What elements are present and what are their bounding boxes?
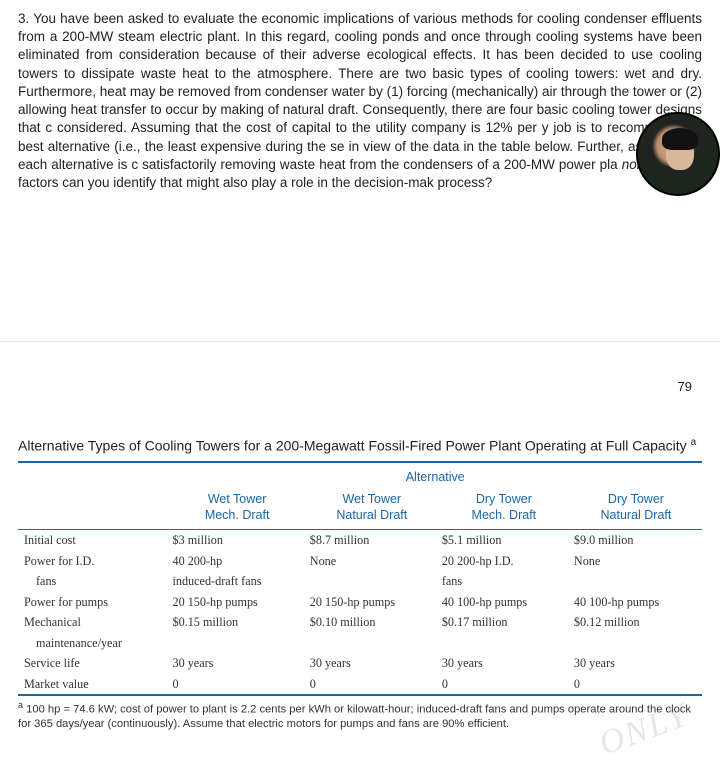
- row-label-sub: fans: [18, 571, 168, 591]
- cell: 20 150-hp pumps: [168, 592, 305, 612]
- question-body-1: You have been asked to evaluate the econ…: [18, 11, 702, 172]
- table-row: Market value 0 0 0 0: [18, 674, 702, 694]
- col-header-3: Dry Tower Mech. Draft: [438, 490, 570, 530]
- col-header-1-l2: Mech. Draft: [205, 508, 270, 522]
- data-table: Alternative Wet Tower Mech. Draft Wet Tow…: [18, 463, 702, 694]
- cell: 20 150-hp pumps: [306, 592, 438, 612]
- footnote-text: 100 hp = 74.6 kW; cost of power to plant…: [18, 704, 691, 731]
- question-block: 3. You have been asked to evaluate the e…: [0, 0, 720, 192]
- cell: [438, 633, 570, 653]
- table-row: Service life 30 years 30 years 30 years …: [18, 653, 702, 673]
- avatar: [636, 112, 720, 196]
- table-title-sup: a: [691, 437, 697, 448]
- table-footnote: a 100 hp = 74.6 kW; cost of power to pla…: [18, 700, 702, 732]
- cell: $5.1 million: [438, 530, 570, 551]
- cell: [570, 633, 702, 653]
- cell: None: [570, 551, 702, 571]
- table-row: Mechanical $0.15 million $0.10 million $…: [18, 612, 702, 632]
- cell: None: [306, 551, 438, 571]
- question-number: 3.: [18, 11, 29, 26]
- cell: fans: [438, 571, 570, 591]
- question-text: 3. You have been asked to evaluate the e…: [18, 10, 702, 192]
- row-label: Power for I.D.: [18, 551, 168, 571]
- table-row: fans induced-draft fans fans: [18, 571, 702, 591]
- table-title-text: Alternative Types of Cooling Towers for …: [18, 437, 691, 453]
- cell: 30 years: [438, 653, 570, 673]
- cell: 30 years: [306, 653, 438, 673]
- col-header-1-l1: Wet Tower: [208, 492, 267, 506]
- col-header-2-l1: Wet Tower: [343, 492, 402, 506]
- table-header-row: Wet Tower Mech. Draft Wet Tower Natural Dr…: [18, 490, 702, 530]
- row-label: Service life: [18, 653, 168, 673]
- cell: $0.15 million: [168, 612, 305, 632]
- row-label: Market value: [18, 674, 168, 694]
- row-label: Power for pumps: [18, 592, 168, 612]
- section-divider: [0, 192, 720, 342]
- col-header-3-l2: Mech. Draft: [472, 508, 537, 522]
- table-row: maintenance/year: [18, 633, 702, 653]
- col-header-3-l1: Dry Tower: [476, 492, 532, 506]
- table-title: Alternative Types of Cooling Towers for …: [0, 396, 720, 460]
- cell: 40 200-hp: [168, 551, 305, 571]
- cell: 30 years: [168, 653, 305, 673]
- cell: 40 100-hp pumps: [570, 592, 702, 612]
- cell: 40 100-hp pumps: [438, 592, 570, 612]
- row-label: Mechanical: [18, 612, 168, 632]
- cooling-tower-table: Alternative Wet Tower Mech. Draft Wet Tow…: [18, 461, 702, 696]
- col-header-2-l2: Natural Draft: [336, 508, 407, 522]
- table-superheader: Alternative: [168, 463, 702, 490]
- cell: $0.12 million: [570, 612, 702, 632]
- cell: 20 200-hp I.D.: [438, 551, 570, 571]
- col-header-1: Wet Tower Mech. Draft: [168, 490, 305, 530]
- table-superheader-row: Alternative: [18, 463, 702, 490]
- cell: $0.10 million: [306, 612, 438, 632]
- cell: 0: [570, 674, 702, 694]
- col-header-4-l1: Dry Tower: [608, 492, 664, 506]
- cell: $9.0 million: [570, 530, 702, 551]
- page-number: 79: [0, 342, 720, 396]
- cell: 30 years: [570, 653, 702, 673]
- cell: 0: [438, 674, 570, 694]
- table-row: Initial cost $3 million $8.7 million $5.…: [18, 530, 702, 551]
- col-header-4: Dry Tower Natural Draft: [570, 490, 702, 530]
- cell: 0: [168, 674, 305, 694]
- cell: $0.17 million: [438, 612, 570, 632]
- cell: [306, 633, 438, 653]
- row-label-sub: maintenance/year: [18, 633, 168, 653]
- cell: $8.7 million: [306, 530, 438, 551]
- table-row: Power for I.D. 40 200-hp None 20 200-hp …: [18, 551, 702, 571]
- row-label: Initial cost: [18, 530, 168, 551]
- cell: [168, 633, 305, 653]
- cell: [570, 571, 702, 591]
- question-body-2: factors can you identify that might also…: [18, 175, 492, 190]
- table-row: Power for pumps 20 150-hp pumps 20 150-h…: [18, 592, 702, 612]
- col-header-2: Wet Tower Natural Draft: [306, 490, 438, 530]
- col-header-4-l2: Natural Draft: [601, 508, 672, 522]
- cell: $3 million: [168, 530, 305, 551]
- cell: 0: [306, 674, 438, 694]
- cell: induced-draft fans: [168, 571, 305, 591]
- cell: [306, 571, 438, 591]
